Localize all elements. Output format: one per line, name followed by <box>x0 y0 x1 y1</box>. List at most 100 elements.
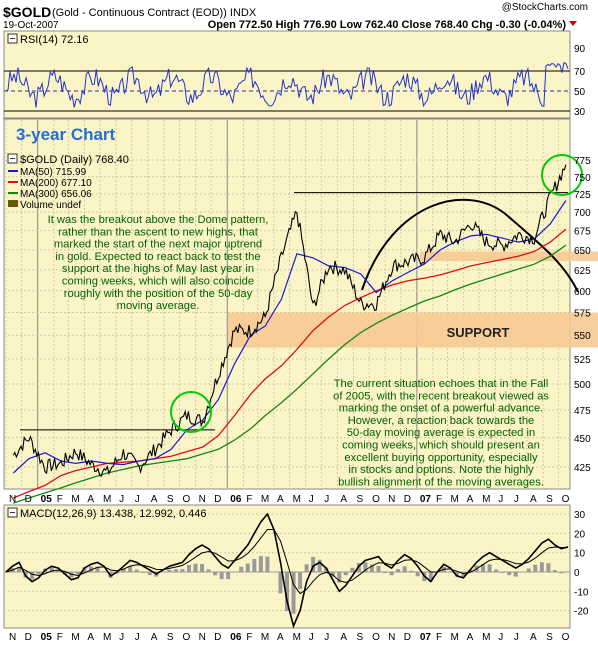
annotation-top-line: moving average. <box>117 300 200 312</box>
x-axis-labels-top: N D 05 F M A M J J A S O N D 06 F M A M J J A S O N D 07 F M A M J J A S O <box>9 494 570 505</box>
rsi-panel-bg <box>3 30 571 119</box>
x-tick-label: J <box>135 494 140 505</box>
x-axis-labels-bottom: N D 05 F M A M J J A S O N D 06 F M A M J J A S O N D 07 F M A M J J A S O <box>9 632 570 643</box>
macd-histogram-bar <box>481 564 486 572</box>
macd-histogram-bar <box>363 562 368 572</box>
macd-histogram-bar <box>239 566 244 572</box>
macd-histogram-bar <box>409 570 414 572</box>
x-tick-label: M <box>450 494 458 505</box>
legend-price: $GOLD (Daily) 768.40 <box>20 154 129 166</box>
x-tick-label: J <box>309 494 314 505</box>
legend-ma300: MA(300) 656.06 <box>20 189 92 200</box>
macd-histogram-bar <box>415 572 420 577</box>
x-tick-label: O <box>562 632 570 643</box>
macd-histogram-bar <box>291 572 296 614</box>
macd-histogram-bar <box>376 565 381 572</box>
price-panel: SUPPORT 3-year Chart $GOLD (Daily) 768.4… <box>3 118 598 504</box>
legend-volume-swatch <box>8 200 18 207</box>
price-tick-label: 625 <box>574 266 591 277</box>
legend-ma200: MA(200) 677.10 <box>20 178 92 189</box>
macd-histogram-bar <box>494 569 499 572</box>
macd-histogram-bar <box>88 566 93 572</box>
price-tick-label: 600 <box>574 287 591 298</box>
macd-histogram-bar <box>17 567 22 572</box>
support-zone <box>228 312 598 348</box>
macd-histogram-bar <box>95 567 100 572</box>
macd-histogram-bar <box>134 569 139 572</box>
annotation-bottom-line: of 2005, with the recent breakout viewed… <box>333 390 549 402</box>
macd-histogram-bar <box>200 564 205 572</box>
rsi-tick-70: 70 <box>574 67 586 78</box>
x-tick-label: J <box>498 494 503 505</box>
x-tick-label: A <box>530 494 537 505</box>
macd-histogram-bar <box>193 563 198 572</box>
macd-histogram-bar <box>206 569 211 572</box>
symbol-description: (Gold - Continuous Contract (EOD)) INDX <box>52 7 257 19</box>
macd-label: MACD(12,26,9) 13.438, 12.992, 0.446 <box>20 508 207 520</box>
x-tick-label: M <box>293 494 301 505</box>
annotation-top: It was the breakout above the Dome patte… <box>48 214 269 312</box>
x-tick-label: S <box>356 632 363 643</box>
x-tick-label: S <box>167 494 174 505</box>
price-tick-label: 650 <box>574 246 591 257</box>
macd-histogram-bar <box>258 556 263 572</box>
price-tick-label: 550 <box>574 331 591 342</box>
macd-histogram-bar <box>526 568 531 572</box>
rsi-tick-90: 90 <box>574 44 586 55</box>
annotation-bottom-line: coming weeks, which should present an <box>342 440 540 452</box>
x-tick-label: 05 <box>41 494 53 505</box>
x-tick-label: M <box>71 632 79 643</box>
macd-histogram-bar <box>369 564 374 572</box>
ohlc-readout: Open 772.50 High 776.90 Low 762.40 Close… <box>208 19 567 31</box>
chart-date: 19-Oct-2007 <box>3 20 59 31</box>
x-tick-label: J <box>498 632 503 643</box>
x-tick-label: S <box>356 494 363 505</box>
x-tick-label: D <box>25 632 32 643</box>
ma50-series <box>12 200 567 474</box>
x-tick-label: 07 <box>420 494 432 505</box>
x-tick-label: F <box>246 632 252 643</box>
annotation-bottom-line: However, a reaction back towards the <box>348 415 535 427</box>
x-tick-label: M <box>482 632 490 643</box>
price-tick-labels: 775 750 725 700 675 650 625 600 575 550 525 500 475 4… <box>574 156 591 474</box>
macd-tick-label: -10 <box>574 587 589 598</box>
price-tick-label: 500 <box>574 380 591 391</box>
x-tick-label: N <box>199 632 206 643</box>
macd-tick-label: -20 <box>574 607 589 618</box>
macd-histogram-bar <box>507 572 512 576</box>
ma200-series <box>13 228 567 499</box>
macd-tick-label: 10 <box>574 549 586 560</box>
legend: $GOLD (Daily) 768.40 MA(50) 715.99 MA(20… <box>7 153 129 211</box>
x-tick-label: M <box>261 494 269 505</box>
x-tick-label: A <box>87 494 94 505</box>
x-tick-label: 06 <box>230 632 242 643</box>
price-tick-label: 775 <box>574 156 591 167</box>
annotation-bottom-line: 50-day moving average is expected in <box>347 427 535 439</box>
macd-histogram-bar <box>167 569 172 572</box>
x-tick-label: D <box>25 494 32 505</box>
x-tick-label: A <box>151 632 158 643</box>
macd-histogram-bar <box>102 571 107 572</box>
macd-histogram-bar <box>343 572 348 576</box>
macd-histogram-bar <box>337 572 342 583</box>
x-tick-label: M <box>293 632 301 643</box>
x-tick-label: F <box>436 494 442 505</box>
macd-histogram-bar <box>402 566 407 572</box>
x-tick-label: N <box>388 632 395 643</box>
rsi-label: RSI(14) 72.16 <box>20 34 88 46</box>
rsi-series <box>5 61 569 108</box>
macd-histogram-bar <box>546 563 551 572</box>
macd-histogram-bar <box>500 572 505 573</box>
x-tick-label: F <box>57 632 63 643</box>
macd-histogram-bar <box>428 572 433 582</box>
annotation-top-line: roughly with the position of the 50-day <box>64 288 253 300</box>
macd-histogram-bar <box>285 572 289 611</box>
price-tick-label: 675 <box>574 227 591 238</box>
legend-volume: Volume undef <box>20 200 81 211</box>
macd-histogram-bar <box>324 567 329 572</box>
x-tick-label: A <box>277 632 284 643</box>
macd-histogram-bar <box>513 572 518 577</box>
x-tick-label: O <box>372 494 380 505</box>
x-tick-label: M <box>103 494 111 505</box>
